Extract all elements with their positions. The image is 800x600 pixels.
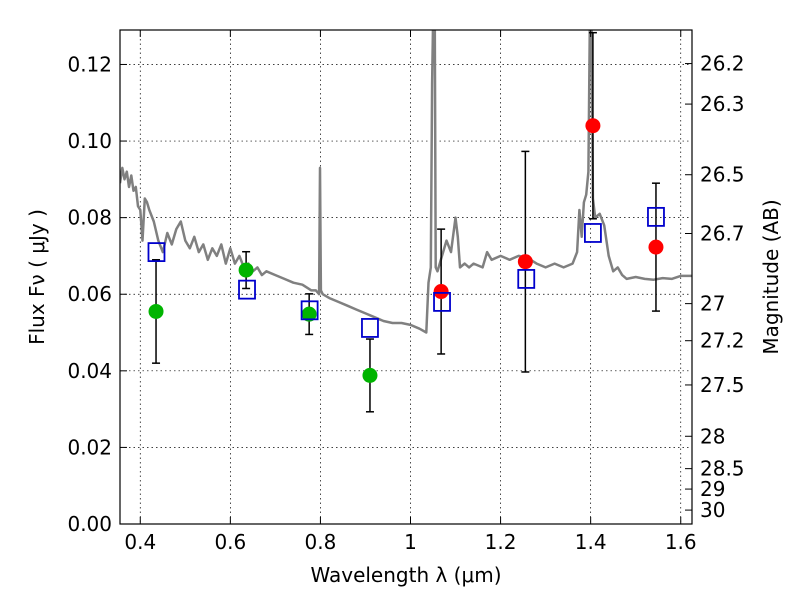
- x-tick-label: 1.6: [665, 530, 697, 554]
- observed-point: [585, 118, 601, 134]
- x-tick-label: 1.4: [575, 530, 607, 554]
- x-tick-label: 0.4: [124, 530, 156, 554]
- spectrum-line: [120, 30, 692, 334]
- model-photometry-points: [147, 206, 665, 338]
- model-photometry-point: [147, 242, 166, 263]
- magnitude-tick-label: 27.2: [700, 329, 745, 353]
- magnitude-tick-label: 27.5: [700, 373, 745, 397]
- x-tick-label: 0.6: [214, 530, 246, 554]
- observed-point: [648, 239, 664, 255]
- tick-labels: 0.4 0.6 0.8 1 1.2 1.4 1.6 0.00 0.02 0.04 0.06 0.08 0…: [67, 52, 744, 554]
- magnitude-tick-label: 29: [700, 477, 725, 501]
- y-tick-label: 0.02: [67, 435, 112, 459]
- magnitude-tick-label: 27: [700, 292, 725, 316]
- grid-lines: [120, 30, 692, 525]
- model-photometry-point: [517, 269, 536, 289]
- observed-point: [301, 306, 317, 322]
- magnitude-axis-label: Magnitude (AB): [759, 199, 783, 354]
- plot-frame: [119, 29, 693, 525]
- axis-ticks: [120, 30, 692, 525]
- observed-point: [433, 284, 449, 300]
- x-axis-label: Wavelength λ (μm): [310, 563, 501, 587]
- y-tick-label: 0.10: [67, 129, 112, 153]
- magnitude-tick-label: 26.5: [700, 163, 745, 187]
- observed-point: [517, 254, 533, 270]
- magnitude-tick-label: 26.3: [700, 92, 745, 116]
- y-tick-label: 0.06: [67, 282, 112, 306]
- y-tick-label: 0.00: [67, 512, 112, 536]
- y-axis-label: Flux Fν ( μJy ): [25, 209, 49, 345]
- model-photometry-point: [238, 279, 256, 300]
- model-spectrum: [120, 30, 692, 334]
- magnitude-tick-label: 26.7: [700, 221, 745, 245]
- observed-point: [362, 367, 378, 383]
- y-tick-label: 0.04: [67, 359, 112, 383]
- model-photometry-point: [361, 318, 379, 338]
- x-tick-label: 1.2: [485, 530, 517, 554]
- y-tick-label: 0.12: [67, 52, 112, 76]
- x-tick-label: 0.8: [305, 530, 337, 554]
- observed-point: [148, 303, 164, 319]
- observed-points: [148, 118, 664, 383]
- model-photometry-point: [647, 206, 665, 227]
- observed-point: [238, 262, 254, 278]
- model-photometry-point: [584, 223, 602, 243]
- model-photometry-point: [300, 300, 319, 321]
- y-tick-label: 0.08: [67, 206, 112, 230]
- magnitude-tick-label: 28.5: [700, 457, 745, 481]
- magnitude-tick-label: 26.2: [700, 52, 745, 76]
- model-photometry-point: [433, 291, 451, 312]
- magnitude-tick-label: 28: [700, 424, 725, 448]
- x-tick-label: 1: [404, 530, 417, 554]
- magnitude-tick-label: 30: [700, 498, 725, 522]
